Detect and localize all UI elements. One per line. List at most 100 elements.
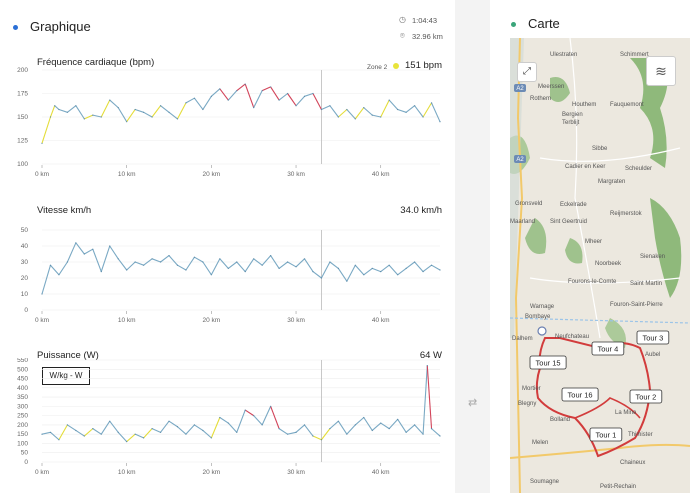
- series-segment: [219, 88, 229, 101]
- data-point: [202, 261, 204, 263]
- data-point: [227, 99, 229, 101]
- series-segment: [117, 107, 128, 122]
- layers-button[interactable]: ≋: [646, 56, 676, 86]
- map-place-label: Petit-Rechain: [600, 484, 636, 490]
- series-segment: [92, 114, 102, 118]
- tour-marker[interactable]: [529, 355, 567, 370]
- tour-marker[interactable]: [589, 427, 623, 442]
- data-point: [151, 258, 153, 260]
- series-segment: [414, 424, 424, 435]
- map-place-label: Mheer: [585, 239, 602, 245]
- location-pin-icon: ⌾: [400, 31, 405, 40]
- series-segment: [253, 258, 263, 266]
- series-segment: [372, 267, 381, 273]
- y-tick-label: 10: [21, 291, 29, 298]
- data-point: [270, 86, 272, 88]
- expand-arrows-icon[interactable]: ⇄: [468, 397, 478, 409]
- series-segment: [321, 105, 331, 110]
- data-point: [117, 431, 119, 433]
- speed-chart[interactable]: 0 10 20 30 40 50 0 km 10 km 20 km 30 km 40 km: [0, 222, 455, 332]
- data-point: [253, 107, 255, 109]
- x-tick-label: 0 km: [35, 469, 49, 476]
- series-segment: [304, 424, 314, 437]
- wkg-toggle-button[interactable]: W/kg - W: [42, 367, 90, 385]
- series-segment: [227, 261, 238, 269]
- x-tick-label: 20 km: [203, 469, 221, 476]
- series-segment: [244, 258, 255, 272]
- series-segment: [58, 108, 68, 113]
- data-point: [75, 242, 77, 244]
- map-place-label: Bombaye: [525, 314, 551, 320]
- x-tick-label: 10 km: [118, 317, 136, 324]
- series-segment: [75, 105, 85, 120]
- x-tick-label: 30 km: [287, 317, 305, 324]
- series-segment: [117, 431, 128, 442]
- data-point: [388, 428, 390, 430]
- map-place-label: Saint Martin: [630, 281, 662, 287]
- x-tick-label: 20 km: [203, 171, 221, 178]
- series-segment: [143, 428, 153, 439]
- fullscreen-button[interactable]: ⤢: [517, 62, 537, 82]
- series-segment: [126, 433, 136, 443]
- data-point: [413, 261, 416, 263]
- tour-marker[interactable]: [629, 389, 663, 404]
- data-point: [380, 116, 382, 118]
- map-place-label: Thimister: [628, 432, 653, 438]
- series-segment: [397, 108, 407, 113]
- series-segment: [194, 256, 204, 263]
- hr-chart[interactable]: 100 125 150 175 200 0 km 10 km 20 km 30 km 40 km: [0, 62, 455, 184]
- data-point: [49, 264, 52, 266]
- tour-marker[interactable]: [561, 387, 599, 402]
- series-segment: [278, 261, 288, 269]
- series-segment: [388, 99, 399, 110]
- route-map[interactable]: Schimmert Ulestraten Meerssen Houthem Fauque…: [510, 38, 690, 493]
- data-point: [286, 433, 289, 435]
- series-segment: [92, 428, 102, 435]
- tour-marker[interactable]: [591, 341, 625, 356]
- map-place-label: Blegny: [518, 401, 536, 407]
- series-segment: [49, 105, 56, 118]
- tour-label: Tour 2: [635, 393, 656, 402]
- series-segment: [50, 264, 60, 276]
- data-point: [109, 420, 111, 422]
- data-point: [380, 271, 382, 273]
- series-segment: [422, 264, 432, 273]
- series-segment: [100, 99, 111, 118]
- power-chart[interactable]: 0 50 100 150 200 250 300 350 400 450 500 550 0 km 10 …: [0, 358, 455, 488]
- map-place-label: Aubel: [645, 352, 660, 358]
- data-point: [58, 274, 60, 276]
- y-tick-label: 30: [21, 259, 29, 266]
- series-segment: [270, 86, 280, 101]
- map-place-label: Houthem: [572, 102, 596, 108]
- series-segment: [202, 96, 212, 110]
- data-point: [134, 433, 136, 435]
- y-tick-label: 40: [21, 243, 29, 250]
- series-segment: [312, 435, 322, 441]
- data-point: [236, 90, 238, 92]
- data-point: [176, 264, 179, 266]
- y-tick-label: 250: [17, 413, 28, 420]
- data-point: [380, 422, 382, 424]
- data-point: [253, 258, 255, 260]
- y-tick-label: 350: [17, 394, 28, 401]
- map-panel: Carte Schimmert Ulestraten Meerssen Houthe: [490, 0, 690, 493]
- map-place-label: Fourons-le-Comte: [568, 279, 617, 285]
- data-point: [236, 261, 238, 263]
- y-tick-label: 175: [17, 91, 28, 98]
- data-point: [58, 108, 60, 111]
- data-point: [100, 433, 102, 435]
- data-point: [168, 420, 170, 422]
- tour-marker[interactable]: [636, 330, 670, 345]
- map-place-label: Neufchateau: [555, 334, 589, 340]
- series-segment: [380, 264, 390, 273]
- data-point: [430, 428, 433, 430]
- data-point: [303, 258, 306, 260]
- series-segment: [270, 255, 280, 269]
- tour-label: Tour 1: [595, 431, 616, 440]
- data-point: [227, 422, 229, 424]
- data-point: [210, 95, 212, 97]
- data-point: [117, 258, 119, 260]
- hr-zone-dot: [393, 63, 399, 69]
- series-segment: [210, 88, 221, 97]
- data-point: [388, 264, 390, 266]
